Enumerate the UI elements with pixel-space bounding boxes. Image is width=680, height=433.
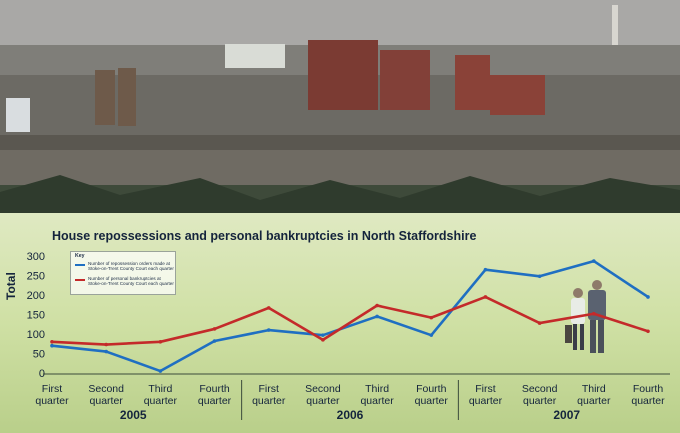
x-tick-label: First: [42, 383, 62, 395]
data-point: [646, 295, 650, 299]
x-tick-label: quarter: [35, 395, 69, 407]
y-tick-label: 150: [27, 310, 45, 322]
data-point: [429, 333, 434, 337]
data-point: [158, 369, 163, 373]
x-tick-label: Second: [305, 383, 341, 395]
legend-swatch-bankruptcies: [75, 279, 85, 281]
data-point: [375, 314, 379, 319]
x-tick-label: quarter: [631, 395, 665, 407]
y-tick-label: 0: [39, 368, 45, 380]
data-point: [321, 333, 325, 337]
data-point: [266, 328, 271, 332]
y-tick-label: 100: [27, 329, 45, 341]
x-tick-label: Second: [88, 383, 124, 395]
x-tick-label: Third: [148, 383, 172, 395]
chart-title: House repossessions and personal bankrup…: [52, 229, 477, 243]
data-point: [537, 274, 542, 279]
x-tick-label: quarter: [90, 395, 124, 407]
legend-label-line: Stoke-on-Trent County Court each quarter: [88, 266, 174, 272]
x-tick-label: Second: [522, 383, 558, 395]
legend-title: Key: [75, 253, 85, 259]
data-point: [592, 259, 596, 263]
x-tick-label: quarter: [523, 395, 557, 407]
year-label: 2007: [553, 408, 580, 422]
data-point: [483, 267, 488, 272]
x-tick-label: quarter: [360, 395, 394, 407]
x-tick-label: Third: [582, 383, 606, 395]
x-tick-label: Fourth: [199, 383, 230, 395]
legend-label-line: Number of personal bankruptcies at: [88, 276, 161, 281]
x-tick-label: Fourth: [416, 383, 447, 395]
data-point: [321, 338, 325, 342]
x-tick-label: quarter: [577, 395, 611, 407]
series-line-repossessions: [51, 259, 649, 373]
y-tick-label: 250: [27, 271, 45, 283]
x-tick-label: quarter: [252, 395, 286, 407]
data-point: [429, 315, 434, 320]
series-line-bankruptcies: [51, 295, 649, 346]
legend-label-line: Stoke-on-Trent County Court each quarter: [88, 281, 174, 287]
year-label: 2006: [337, 408, 364, 422]
data-point: [646, 329, 650, 334]
chart-legend: Key Number of repossession orders made a…: [70, 251, 176, 295]
x-tick-label: First: [475, 383, 495, 395]
data-point: [104, 349, 108, 354]
data-point: [592, 311, 596, 316]
x-tick-label: quarter: [306, 395, 340, 407]
x-tick-label: Third: [365, 383, 389, 395]
data-point: [537, 321, 542, 325]
x-tick-label: quarter: [469, 395, 503, 407]
y-tick-label: 300: [27, 251, 45, 263]
legend-label-line: Number of repossession orders made at: [88, 261, 170, 266]
data-point: [158, 340, 163, 344]
legend-swatch-repossessions: [75, 264, 85, 266]
data-point: [212, 339, 217, 343]
y-tick-label: 200: [27, 290, 45, 302]
data-point: [375, 303, 379, 308]
year-label: 2005: [120, 408, 147, 422]
data-point: [50, 340, 54, 344]
x-tick-label: quarter: [198, 395, 232, 407]
data-point: [266, 306, 271, 310]
y-tick-label: 50: [33, 349, 45, 361]
data-point: [212, 327, 217, 331]
data-point: [104, 342, 108, 347]
x-tick-label: Fourth: [633, 383, 664, 395]
x-tick-label: First: [259, 383, 279, 395]
x-tick-label: quarter: [144, 395, 178, 407]
data-point: [50, 343, 54, 348]
x-tick-label: quarter: [415, 395, 449, 407]
data-point: [483, 295, 488, 299]
